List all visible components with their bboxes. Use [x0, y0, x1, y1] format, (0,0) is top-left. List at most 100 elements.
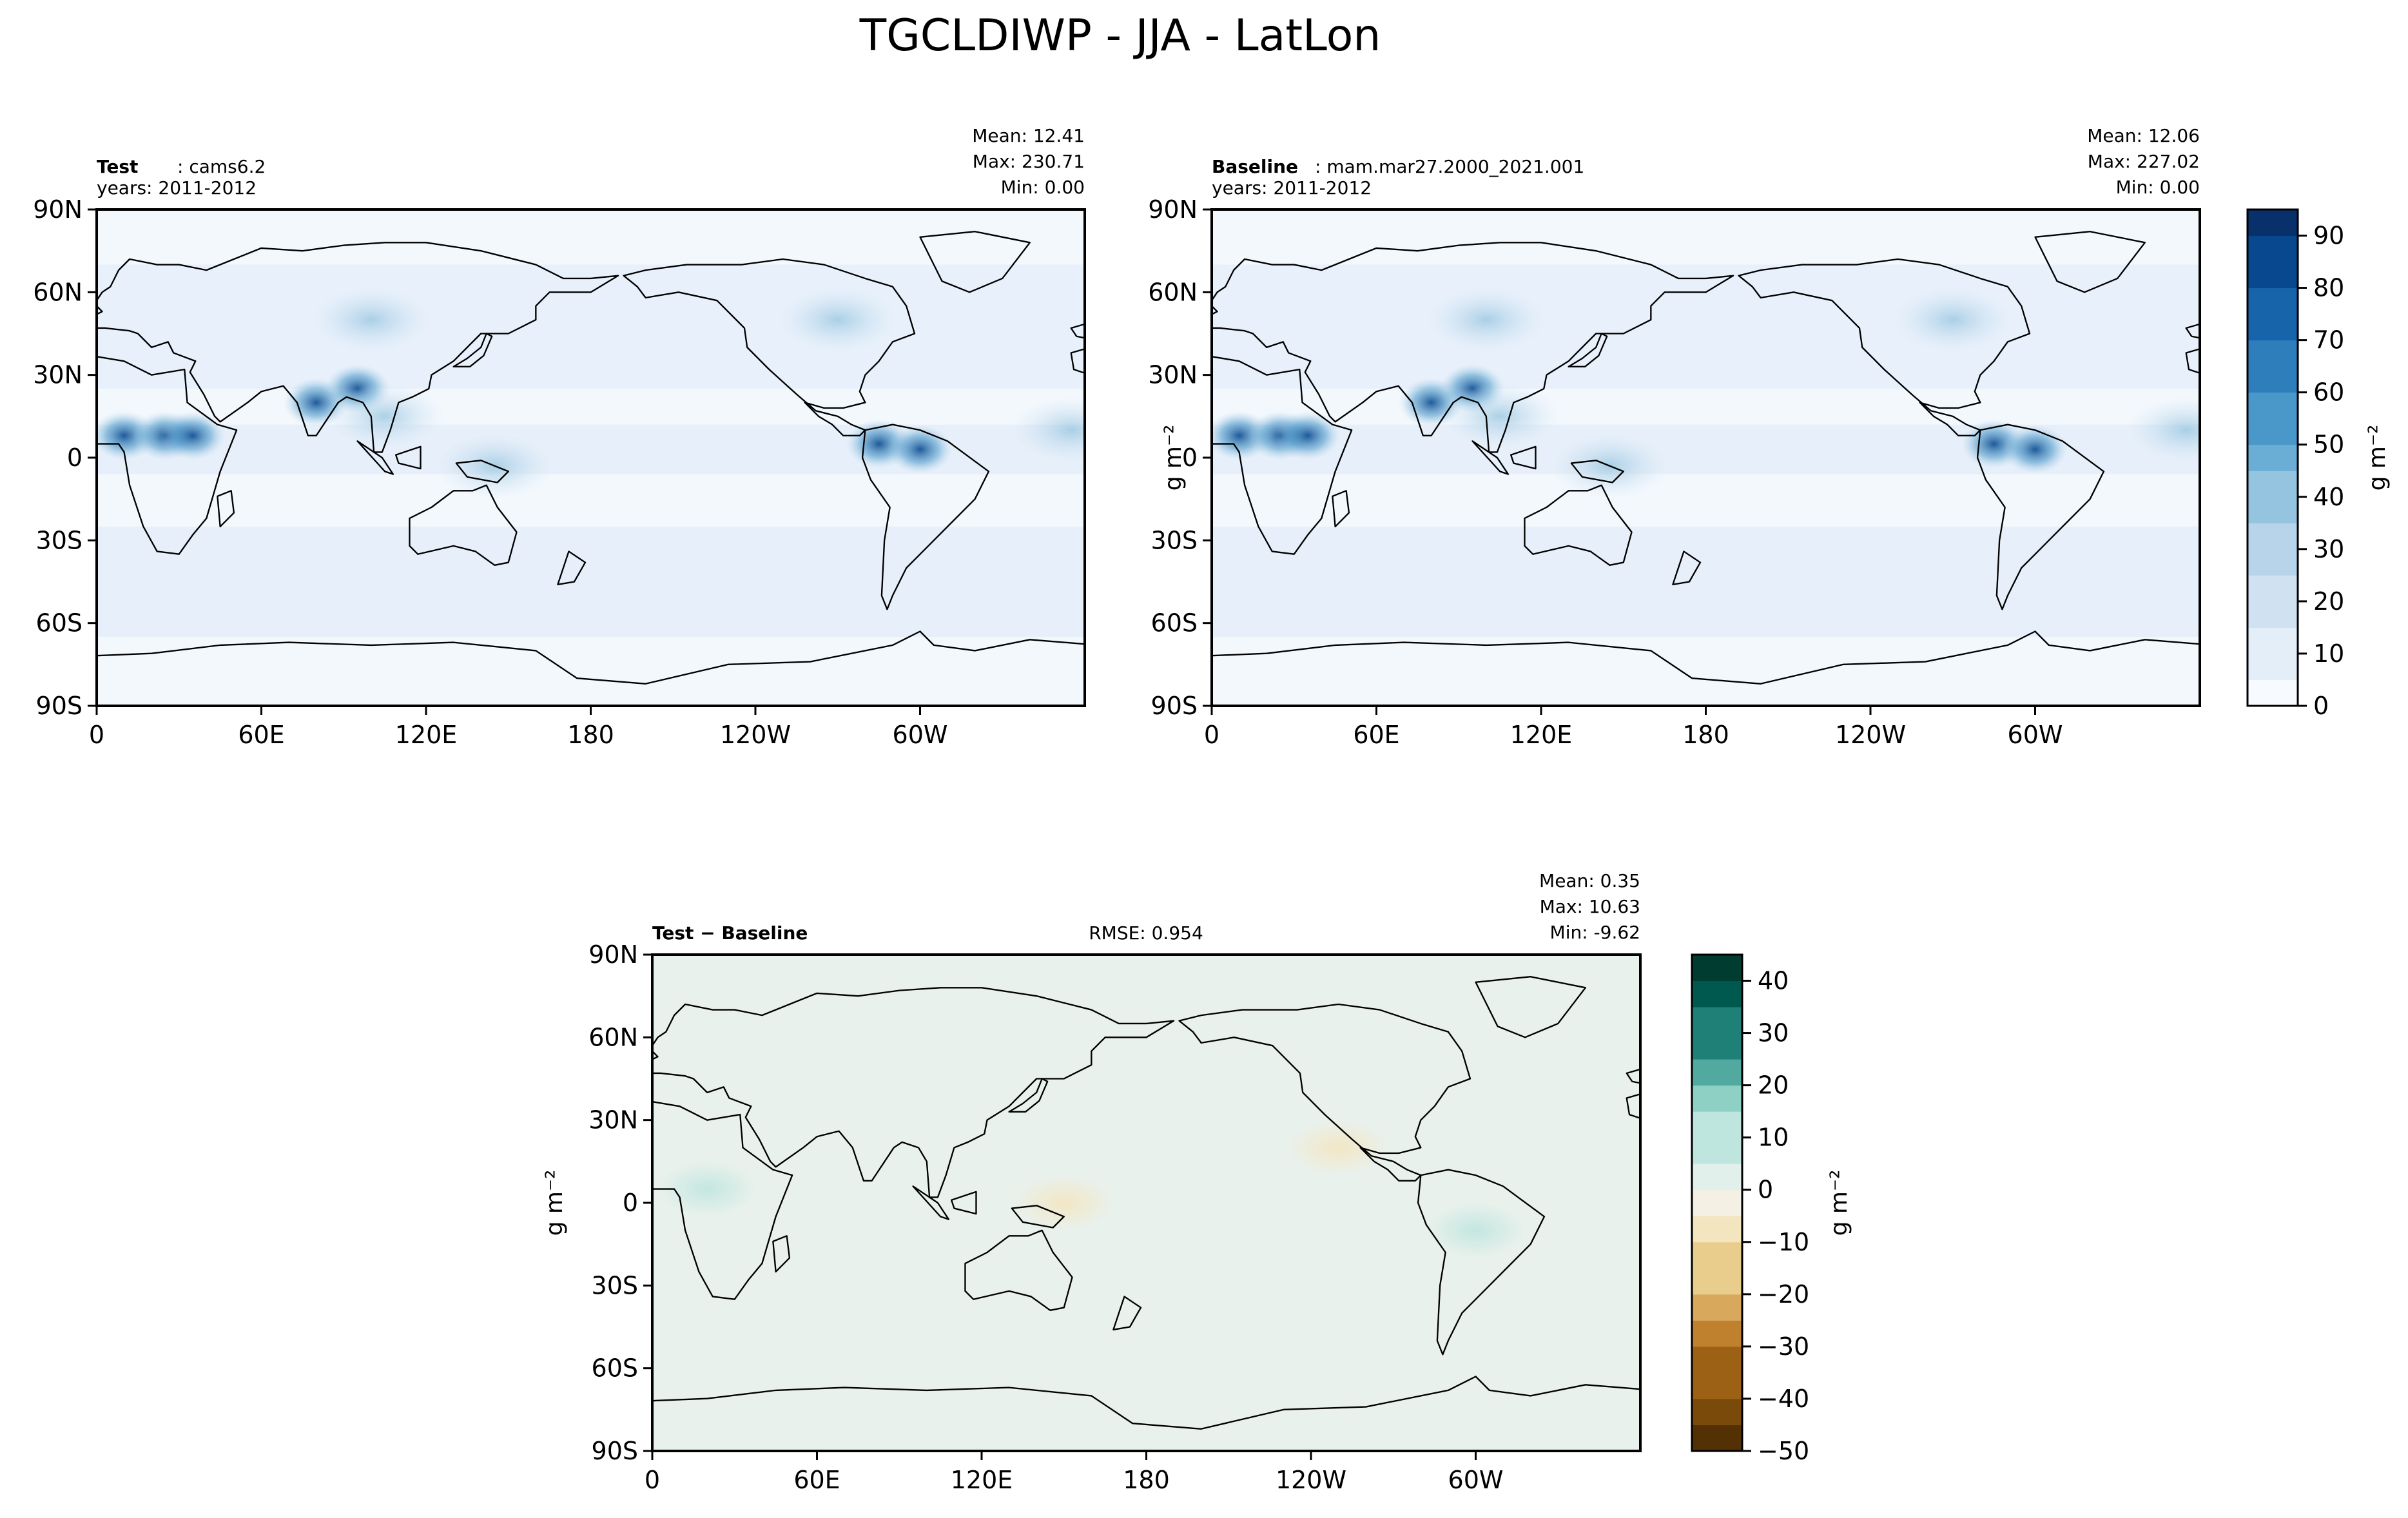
- brbg-colorbar-swatches: [1692, 955, 1742, 1452]
- difference-panel: Test − Baseline RMSE: 0.954 Mean: 0.35 M…: [541, 870, 1642, 1494]
- colorbar-swatch: [1692, 1189, 1742, 1216]
- baseline-panel: Baseline : mam.mar27.2000_2021.001 years…: [1148, 125, 2201, 749]
- y-tick-label: 30S: [36, 526, 83, 554]
- baseline-y-ticks: 90N 60N 30N 0 30S 60S 90S: [1148, 195, 1212, 720]
- blues-colorbar-label: g m⁻²: [2364, 425, 2391, 491]
- baseline-x-ticks: 0 60E 120E 180 120W 60W: [1204, 706, 2063, 749]
- x-tick-label: 60E: [1353, 721, 1399, 749]
- colorbar-tick-label: 60: [2313, 378, 2344, 407]
- test-panel: Test : cams6.2 years: 2011-2012 Mean: 12…: [33, 125, 1086, 749]
- colorbar-swatch: [1692, 955, 1742, 982]
- field-region: [1011, 396, 1085, 463]
- colorbar-swatch: [1692, 1216, 1742, 1243]
- colorbar-swatch: [1692, 1320, 1742, 1347]
- test-panel-label: Test: [97, 156, 138, 177]
- colorbar-swatch: [1692, 1294, 1742, 1321]
- baseline-panel-label: Baseline: [1212, 156, 1298, 177]
- colorbar-tick-label: −50: [1758, 1437, 1809, 1465]
- field-region: [1274, 411, 1341, 461]
- colorbar-tick-label: 40: [2313, 483, 2344, 511]
- difference-x-ticks: 0 60E 120E 180 120W 60W: [645, 1451, 1504, 1494]
- colorbar-swatch: [2248, 575, 2298, 602]
- x-tick-label: 60W: [1448, 1466, 1504, 1494]
- colorbar-tick-label: −30: [1758, 1332, 1809, 1361]
- baseline-panel-years: years: 2011-2012: [1212, 177, 1372, 199]
- blues-colorbar-swatches: [2248, 209, 2298, 706]
- colorbar-tick-label: 40: [1758, 967, 1789, 995]
- x-tick-label: 120E: [951, 1466, 1013, 1494]
- test-baseline-colorbar: 0 10 20 30 40 50 60 70 80 90 g m⁻²: [2246, 208, 2391, 720]
- colorbar-swatch: [1692, 1268, 1742, 1295]
- test-y-ticks: 90N 60N 30N 0 30S 60S 90S: [33, 195, 97, 720]
- test-panel-case: : cams6.2: [177, 156, 266, 177]
- field-region: [1288, 1120, 1388, 1176]
- y-tick-label: 60N: [1148, 278, 1198, 306]
- difference-stat-min: Min: -9.62: [1550, 922, 1640, 943]
- field-region: [1426, 1203, 1526, 1258]
- colorbar-swatch: [2248, 287, 2298, 315]
- x-tick-label: 120E: [395, 721, 458, 749]
- colorbar-swatch: [1692, 1007, 1742, 1034]
- field-region: [324, 383, 445, 450]
- y-tick-label: 90S: [1151, 692, 1198, 720]
- colorbar-tick-label: 10: [2313, 639, 2344, 668]
- y-tick-label: 30N: [588, 1106, 638, 1134]
- y-tick-label: 30S: [592, 1271, 638, 1299]
- brbg-colorbar-label: g m⁻²: [1826, 1170, 1852, 1236]
- colorbar-swatch: [1692, 1398, 1742, 1425]
- field-region: [1015, 1175, 1114, 1231]
- colorbar-swatch: [2248, 496, 2298, 523]
- colorbar-tick-label: 80: [2313, 274, 2344, 302]
- colorbar-swatch: [2248, 209, 2298, 237]
- colorbar-tick-label: 50: [2313, 431, 2344, 459]
- field-region: [657, 1161, 757, 1217]
- colorbar-swatch: [2248, 523, 2298, 550]
- y-tick-label: 0: [623, 1189, 638, 1217]
- field-region: [311, 286, 432, 353]
- colorbar-swatch: [1692, 1111, 1742, 1138]
- colorbar-swatch: [1692, 1059, 1742, 1086]
- colorbar-tick-label: 0: [2313, 692, 2329, 720]
- y-tick-label: 60S: [1151, 609, 1198, 637]
- colorbar-swatch: [2248, 340, 2298, 367]
- x-tick-label: 120E: [1510, 721, 1573, 749]
- x-tick-label: 180: [1682, 721, 1729, 749]
- colorbar-swatch: [1692, 1241, 1742, 1269]
- colorbar-tick-label: 10: [1758, 1124, 1789, 1152]
- colorbar-swatch: [1692, 1163, 1742, 1191]
- test-x-ticks: 0 60E 120E 180 120W 60W: [89, 706, 948, 749]
- colorbar-swatch: [2248, 366, 2298, 393]
- x-tick-label: 180: [1123, 1466, 1170, 1494]
- colorbar-swatch: [2248, 392, 2298, 419]
- colorbar-tick-label: 30: [1758, 1019, 1789, 1047]
- difference-stat-max: Max: 10.63: [1540, 896, 1640, 917]
- colorbar-swatch: [2248, 549, 2298, 576]
- test-stat-mean: Mean: 12.41: [972, 125, 1085, 146]
- difference-colorbar: 40 30 20 10 0 −10 −20 −30 −40 −50 g m⁻²: [1691, 953, 1852, 1465]
- colorbar-tick-label: 30: [2313, 535, 2344, 563]
- x-tick-label: 0: [645, 1466, 660, 1494]
- difference-field-blobs: [657, 1120, 1526, 1258]
- y-tick-label: 90S: [592, 1437, 638, 1465]
- field-region: [159, 411, 226, 461]
- y-tick-label: 60N: [33, 278, 83, 306]
- test-map: [97, 209, 1085, 706]
- baseline-stat-mean: Mean: 12.06: [2087, 125, 2200, 146]
- colorbar-tick-label: 0: [1758, 1176, 1773, 1204]
- difference-stat-mean: Mean: 0.35: [1539, 870, 1640, 891]
- colorbar-tick-label: −10: [1758, 1228, 1809, 1256]
- test-stat-min: Min: 0.00: [1001, 177, 1085, 198]
- y-tick-label: 90N: [33, 195, 83, 224]
- colorbar-tick-label: 90: [2313, 222, 2344, 250]
- colorbar-tick-label: 20: [2313, 587, 2344, 616]
- y-tick-label: 0: [1182, 443, 1198, 472]
- colorbar-swatch: [1692, 1425, 1742, 1452]
- colorbar-swatch: [2248, 314, 2298, 341]
- x-tick-label: 60W: [893, 721, 948, 749]
- y-tick-label: 90N: [588, 940, 638, 969]
- test-panel-years: years: 2011-2012: [97, 177, 257, 199]
- y-tick-label: 0: [67, 443, 83, 472]
- x-tick-label: 120W: [1835, 721, 1906, 749]
- y-tick-label: 90S: [36, 692, 83, 720]
- test-stat-max: Max: 230.71: [973, 151, 1085, 172]
